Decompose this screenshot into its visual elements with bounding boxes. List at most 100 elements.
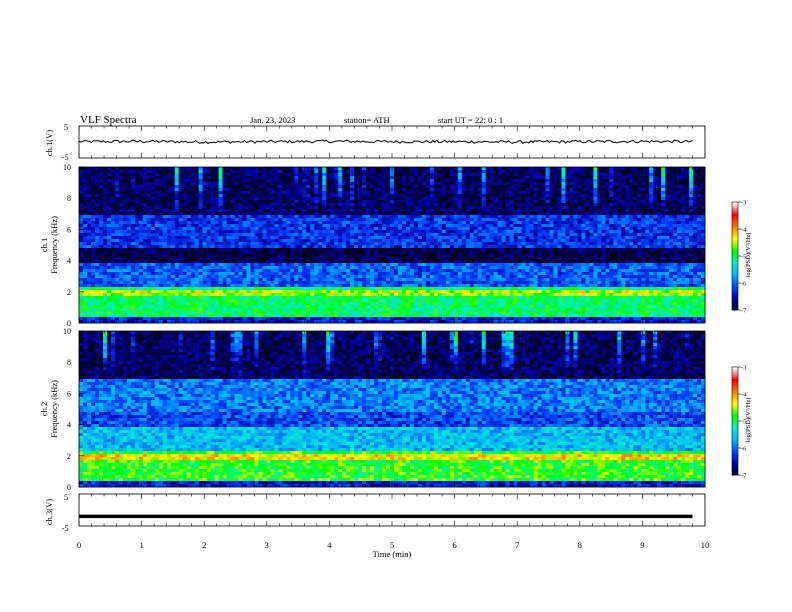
heatmap-cell [118,230,124,234]
heatmap-cell [433,188,439,192]
heatmap-cell [79,170,84,174]
heatmap-cell [282,212,287,216]
heatmap-cell [589,215,594,219]
heatmap-cell [362,191,367,195]
heatmap-cell [110,239,116,243]
heatmap-cell [366,242,371,246]
heatmap-cell [90,212,96,216]
heatmap-cell [421,233,427,237]
heatmap-cell [425,209,431,213]
heatmap-cell [485,170,490,174]
heatmap-cell [386,239,391,243]
heatmap-cell [79,191,84,195]
heatmap-cell [529,221,534,225]
heatmap-cell [290,230,295,234]
heatmap-cell [513,221,518,225]
heatmap-cell [545,176,550,180]
heatmap-cell [318,227,323,231]
heatmap-cell [190,200,195,204]
heatmap-cell [282,230,287,234]
heatmap-cell [286,194,291,198]
heatmap-cell [182,191,187,195]
heatmap-cell [162,194,168,198]
heatmap-cell [549,179,554,183]
heatmap-cell [437,197,443,201]
heatmap-cell [661,227,666,231]
heatmap-cell [609,182,614,186]
heatmap-cell [190,191,195,195]
heatmap-cell [338,191,343,195]
heatmap-cell [294,227,299,231]
heatmap-cell [489,185,494,189]
heatmap-cell [350,221,355,225]
heatmap-cell [362,182,367,186]
heatmap-cell [549,227,554,231]
heatmap-cell [230,188,235,192]
heatmap-cell [645,197,650,201]
heatmap-cell [378,218,383,222]
heatmap-cell [701,212,706,216]
heatmap-cell [262,221,267,225]
heatmap-cell [338,167,343,171]
heatmap-cell [94,257,100,261]
heatmap-cell [282,182,287,186]
heatmap-cell [374,191,379,195]
heatmap-cell [637,188,642,192]
heatmap-cell [290,185,295,189]
heatmap-cell [278,203,283,207]
heatmap-cell [190,218,195,222]
heatmap-cell [370,218,375,222]
heatmap-cell [86,173,92,177]
heatmap-cell [206,236,211,240]
heatmap-cell [130,173,136,177]
heatmap-cell [326,185,331,189]
heatmap-cell [338,215,343,219]
heatmap-cell [561,251,566,255]
heatmap-cell [461,173,467,177]
heatmap-cell [565,200,570,204]
heatmap-cell [182,203,187,207]
heatmap-cell [338,185,343,189]
heatmap-cell [358,200,363,204]
heatmap-cell [198,227,203,231]
heatmap-cell [565,191,570,195]
heatmap-cell [138,170,144,174]
heatmap-cell [79,212,84,216]
heatmap-cell [130,233,136,237]
heatmap-cell [481,167,486,171]
heatmap-cell [657,254,662,258]
heatmap-cell [138,221,144,225]
heatmap-cell [545,215,550,219]
heatmap-cell [405,167,411,171]
heatmap-cell [118,227,124,231]
heatmap-cell [306,179,311,183]
heatmap-cell [661,173,666,177]
heatmap-cell [98,167,104,171]
heatmap-cell [497,206,502,210]
heatmap-cell [178,209,183,213]
heatmap-cell [489,182,494,186]
heatmap-cell [202,221,207,225]
heatmap-cell [693,233,698,237]
heatmap-cell [370,233,375,237]
heatmap-cell [561,254,566,258]
heatmap-cell [521,218,526,222]
heatmap-cell [629,182,634,186]
heatmap-cell [114,245,120,249]
heatmap-cell [274,233,279,237]
heatmap-cell [322,209,327,213]
heatmap-cell [617,254,622,258]
heatmap-cell [326,224,331,228]
heatmap-cell [290,200,295,204]
heatmap-cell [358,248,363,252]
heatmap-cell [134,245,140,249]
heatmap-cell [274,194,279,198]
heatmap-cell [130,218,136,222]
heatmap-cell [82,224,88,228]
heatmap-cell [569,182,574,186]
heatmap-cell [79,230,84,234]
heatmap-cell [206,197,211,201]
heatmap-cell [170,191,175,195]
heatmap-cell [465,182,471,186]
heatmap-cell [266,209,271,213]
